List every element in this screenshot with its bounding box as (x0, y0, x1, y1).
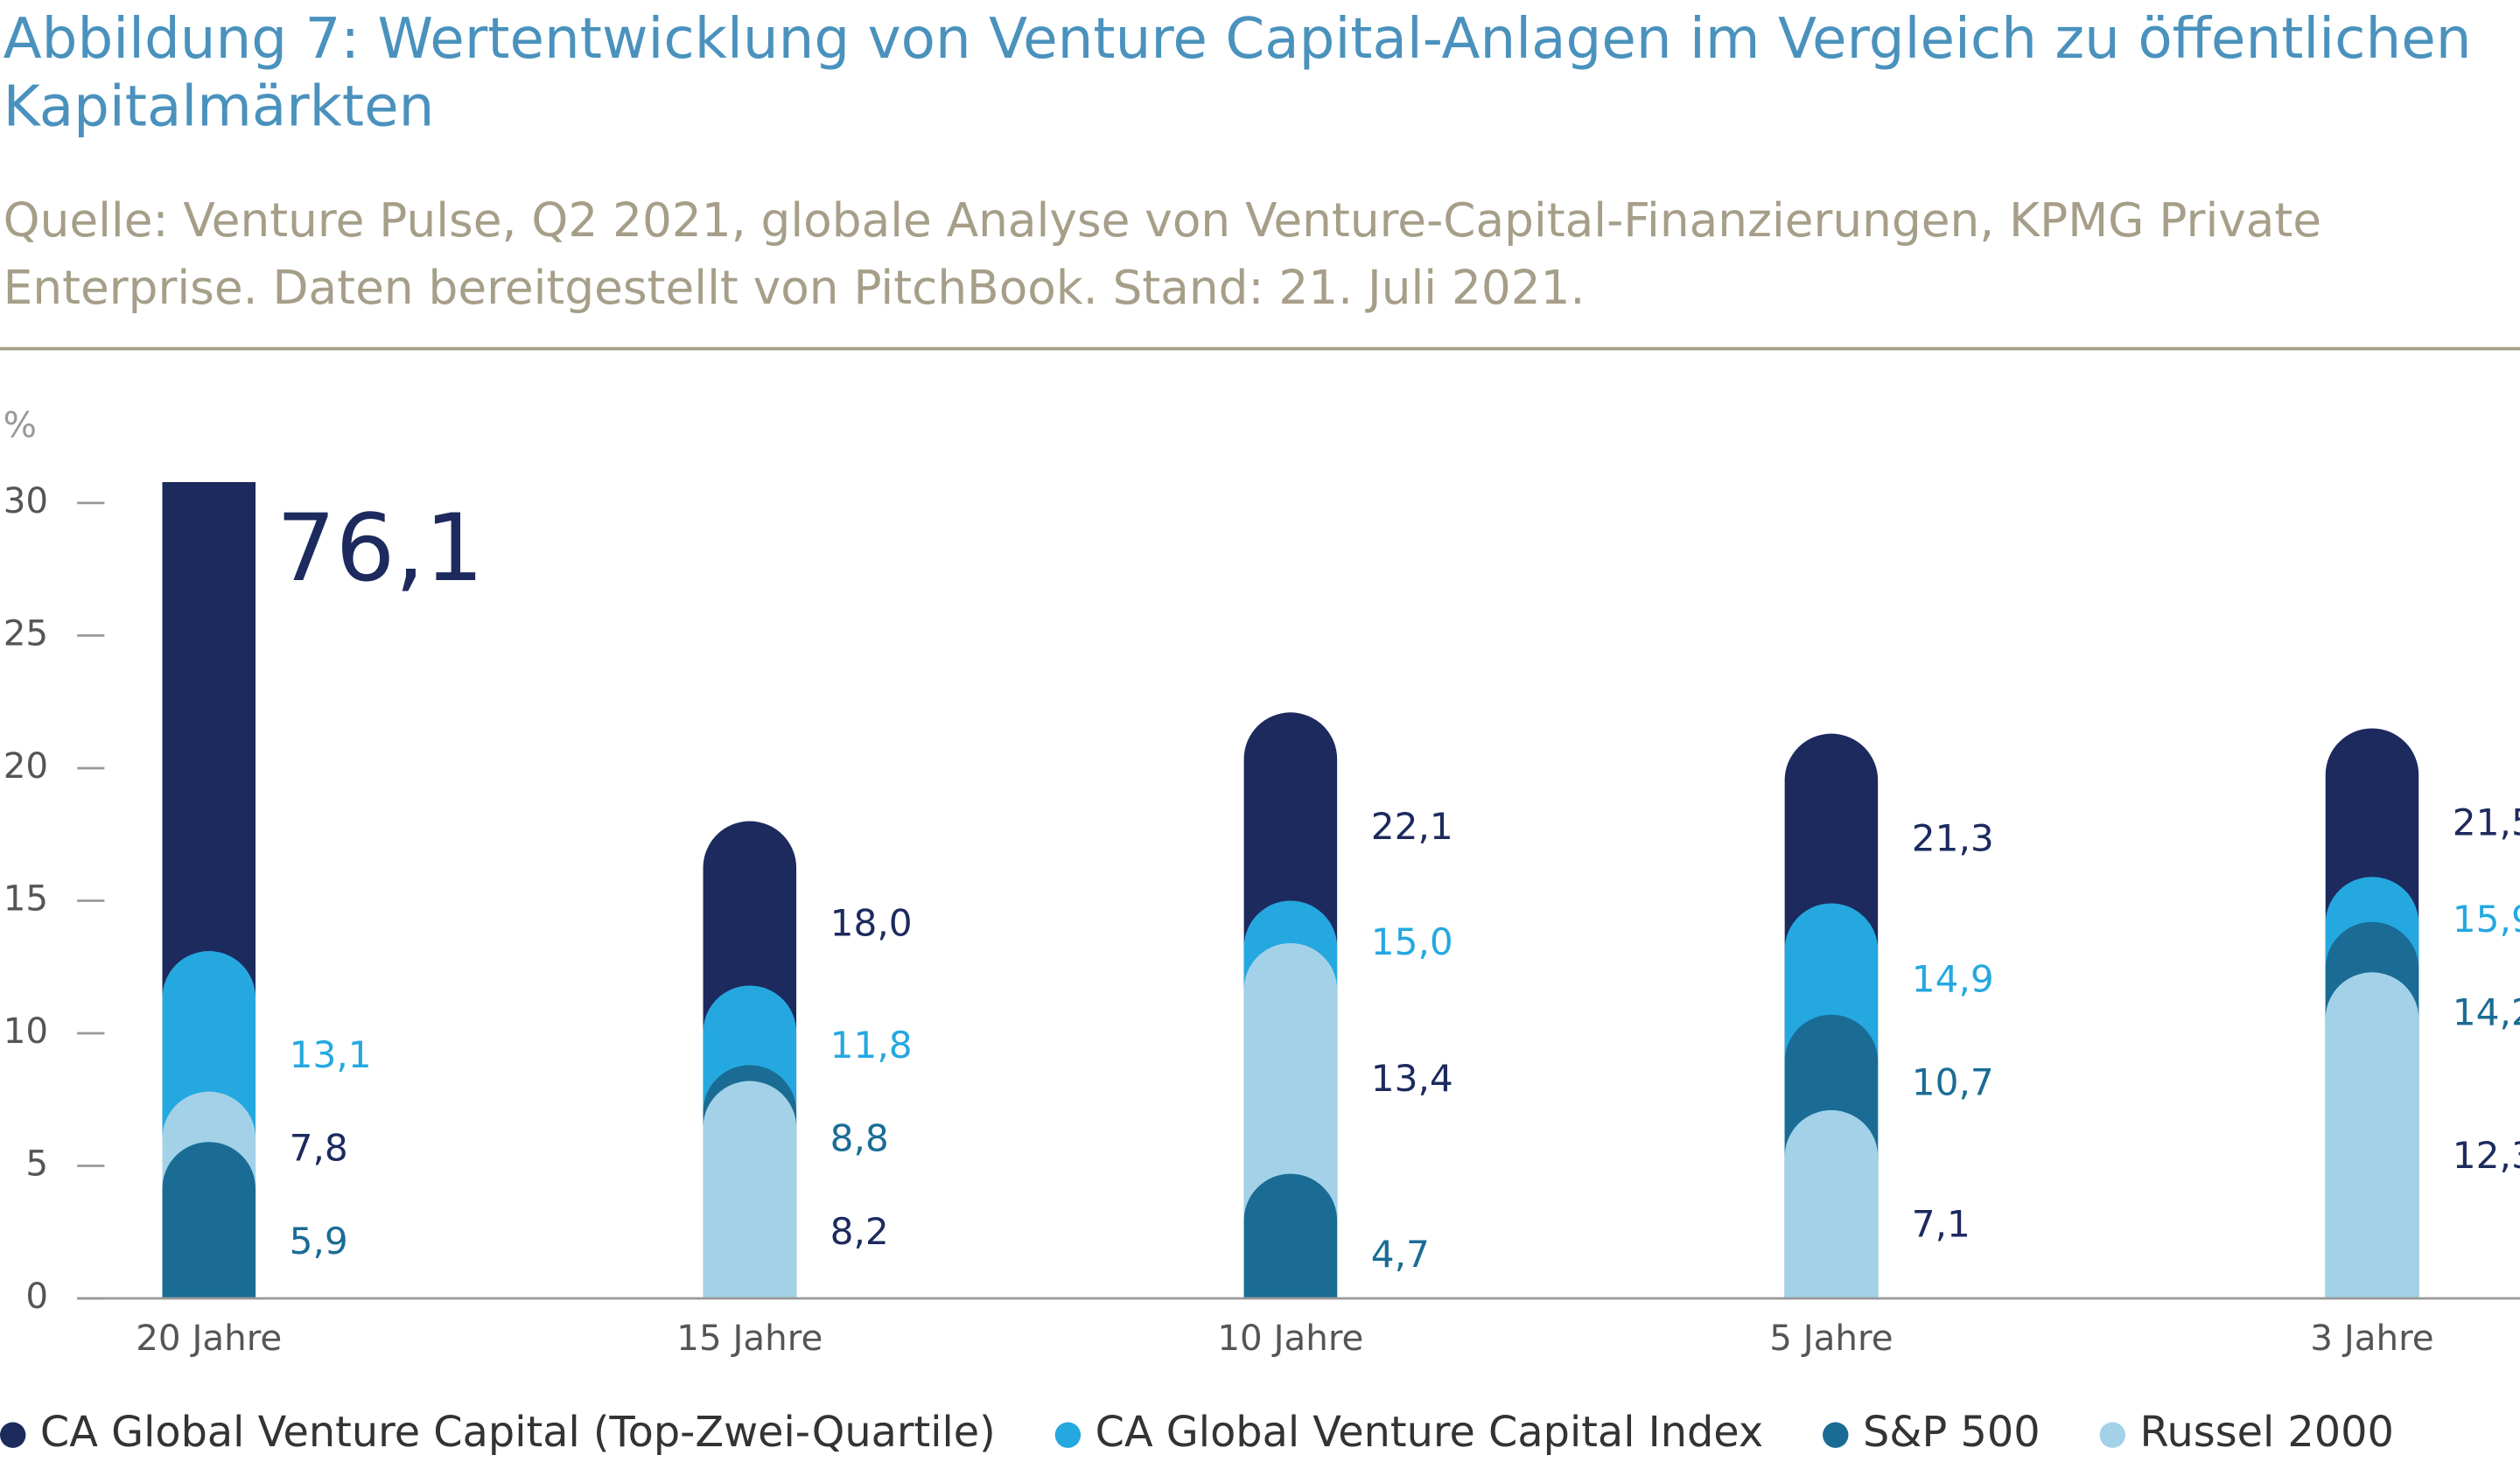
legend-marker (0, 1422, 26, 1448)
y-axis-label: % (4, 404, 37, 446)
bar (1784, 1109, 1879, 1299)
data-label: 15,9 (2453, 898, 2520, 941)
y-tick-label: 0 (25, 1275, 48, 1317)
data-label: 15,0 (1371, 920, 1453, 963)
divider (0, 346, 2520, 351)
data-label: 13,1 (290, 1033, 372, 1076)
chart-subtitle: Quelle: Venture Pulse, Q2 2021, globale … (3, 192, 2322, 315)
legend-marker (1054, 1422, 1082, 1448)
bar (703, 1081, 797, 1299)
y-tick-label: 15 (4, 877, 48, 919)
data-label: 14,2 (2453, 991, 2520, 1034)
x-tick-label: 3 Jahre (2310, 1317, 2433, 1359)
y-tick-label: 10 (4, 1010, 48, 1052)
data-label: 21,3 (1912, 817, 1994, 860)
bar (162, 1142, 256, 1299)
legend-label: CA Global Venture Capital (Top-Zwei-Quar… (40, 1409, 996, 1457)
data-label: 10,7 (1912, 1061, 1994, 1104)
data-label: 13,4 (1371, 1057, 1453, 1100)
data-label: 14,9 (1912, 957, 1994, 1000)
data-label: 8,8 (830, 1117, 889, 1160)
data-label: 76,1 (276, 494, 484, 603)
x-tick-label: 5 Jahre (1769, 1317, 1893, 1359)
legend-label: S&P 500 (1863, 1409, 2040, 1457)
y-tick-label: 25 (4, 612, 48, 654)
data-label: 5,9 (290, 1220, 348, 1263)
y-tick-label: 20 (4, 745, 48, 787)
data-label: 21,5 (2453, 801, 2520, 844)
plot-area (162, 482, 2419, 1299)
legend-label: Russel 2000 (2140, 1409, 2394, 1457)
legend-marker (1823, 1422, 1849, 1448)
x-tick-label: 15 Jahre (676, 1317, 822, 1359)
x-tick-label: 20 Jahre (136, 1317, 282, 1359)
data-label: 8,2 (830, 1210, 889, 1253)
chart-title: Abbildung 7: Wertentwicklung von Venture… (3, 8, 2472, 140)
y-tick-label: 30 (4, 479, 48, 521)
data-label: 11,8 (830, 1024, 913, 1067)
bar (2325, 972, 2419, 1299)
data-label: 7,1 (1912, 1203, 1970, 1246)
data-label: 18,0 (830, 902, 913, 945)
data-label: 12,3 (2453, 1134, 2520, 1177)
x-tick-label: 10 Jahre (1217, 1317, 1363, 1359)
y-tick-label: 5 (25, 1143, 48, 1185)
legend-label: CA Global Venture Capital Index (1096, 1409, 1763, 1457)
legend-marker (2099, 1422, 2125, 1448)
data-label: 22,1 (1371, 805, 1453, 848)
data-label: 7,8 (290, 1127, 348, 1170)
data-label: 4,7 (1371, 1233, 1430, 1276)
bar (1243, 1173, 1338, 1299)
